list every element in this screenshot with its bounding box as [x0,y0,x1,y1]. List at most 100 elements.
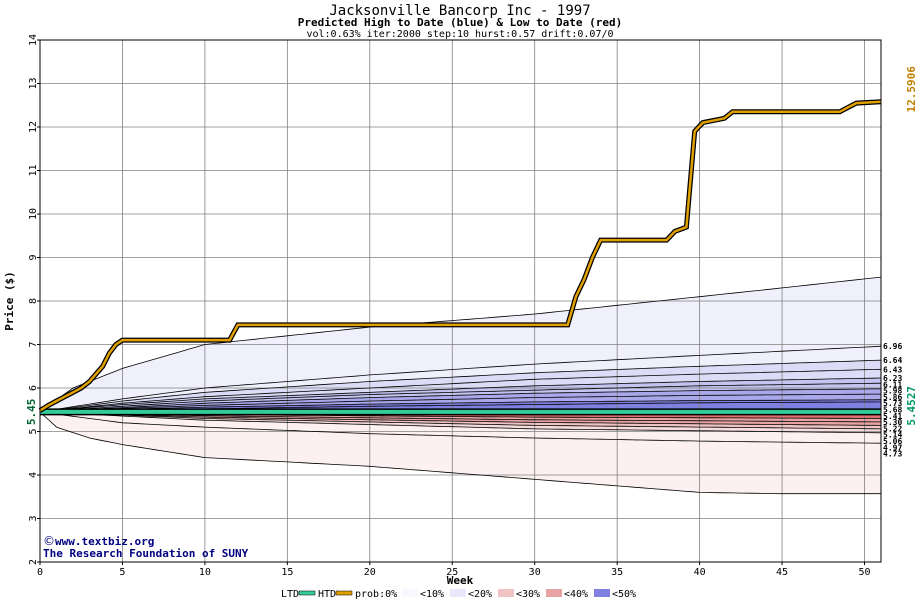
legend-htd-label: HTD [318,589,336,600]
band-upper-2 [40,360,881,412]
band-value-label: 4.73 [883,450,902,459]
band-lower-3 [40,411,881,426]
band-lower-4 [40,411,881,429]
band-upper-7 [40,394,881,412]
band-value-label: 5.06 [883,437,902,446]
chart-params: vol:0.63% iter:2000 step:10 hurst:0.57 d… [306,29,613,40]
x-tick-label: 20 [364,567,376,578]
band-outline [39,368,882,413]
band-outline [39,393,881,413]
legend-50-label: <50% [612,589,636,600]
y-tick-label: 8 [28,298,39,304]
x-tick-label: 15 [281,567,293,578]
band-value-label: 6.23 [883,374,902,383]
band-lower-5 [40,411,881,433]
credit-org: The Research Foundation of SUNY [43,547,249,560]
legend-swatch-40 [546,589,562,597]
band-outline [39,411,881,495]
band-value-label: 5.68 [883,405,902,414]
credit-block: © www.textbiz.org The Research Foundatio… [43,534,249,560]
x-tick-label: 30 [529,567,541,578]
start-price-label: 5.45 [25,399,38,426]
legend-htd-swatch [335,590,353,596]
band-outline [39,388,881,413]
band-upper-6 [40,388,881,412]
band-outline [39,377,882,413]
y-tick-label: 7 [28,341,39,347]
x-tick-label: 45 [776,567,788,578]
copyright-symbol: © [43,534,55,548]
band-value-label: 5.41 [883,412,902,421]
legend-swatch-20 [450,589,466,597]
band-value-label: 5.22 [883,424,902,433]
band-value-label: 5.98 [883,387,902,396]
y-tick-label: 2 [28,559,39,565]
y-tick-label: 9 [28,254,39,260]
y-tick-label: 11 [28,164,39,176]
y-tick-label: 13 [28,77,39,89]
x-axis-label: Week [447,574,474,587]
actual-low-label: 5.4527 [905,386,918,426]
band-value-label: 6.64 [883,356,902,365]
legend-10-label: <10% [420,589,444,600]
chart-subtitle: Predicted High to Date (blue) & Low to D… [298,16,623,29]
y-tick-label: 5 [28,428,39,434]
plot-area [38,39,882,563]
band-value-label: 6.11 [883,380,902,389]
y-tick-label: 10 [28,208,39,220]
band-outline [39,399,882,413]
legend-20-label: <20% [468,589,492,600]
y-axis-label: Price ($) [3,271,16,331]
band-upper-1 [40,346,881,412]
x-tick-label: 25 [446,567,458,578]
band-value-label: 4.97 [883,443,902,452]
x-tick-label: 5 [119,567,125,578]
x-tick-label: 50 [858,567,870,578]
band-outline [39,411,882,444]
band-outline [39,411,882,426]
legend: LTD HTD prob:0% <10% <20% <30% <40% <50% [281,589,636,600]
legend-ltd-swatch [298,590,316,596]
band-value-label: 5.73 [883,399,902,408]
band-value-label: 5.30 [883,418,902,427]
series-lines [38,99,882,416]
x-tick-label: 10 [199,567,211,578]
legend-swatch-50 [594,589,610,597]
band-outline [39,411,882,430]
legend-ltd-label: LTD [281,589,299,600]
y-tick-label: 3 [28,515,39,521]
band-lower-7 [40,411,881,494]
band-outline [39,382,882,413]
band-outline [39,345,882,413]
legend-swatch-30 [498,589,514,597]
band-outline [39,276,882,413]
band-upper-5 [40,383,881,412]
band-outline [39,411,882,434]
band-upper-3 [40,369,881,412]
band-value-labels: 6.96 6.646.436.236.115.985.865.735.685.41… [883,342,902,458]
band-value-label: 6.43 [883,365,902,374]
actual-high-label: 12.5906 [905,66,918,113]
band-value-label: 6.96 [883,342,902,351]
x-tick-label: 35 [611,567,623,578]
band-value-label: 5.14 [883,431,902,440]
legend-40-label: <40% [564,589,588,600]
legend-30-label: <30% [516,589,540,600]
credit-site: www.textbiz.org [55,535,154,548]
y-tick-label: 14 [28,34,39,46]
band-outline [39,359,882,413]
y-tick-label: 4 [28,472,39,478]
band-lower-6 [40,411,881,444]
x-axis-ticks: 0 5 10 15 20 25 30 35 40 45 50 [37,562,871,578]
x-tick-label: 0 [37,567,43,578]
x-tick-label: 40 [694,567,706,578]
y-tick-label: 6 [28,385,39,391]
y-axis-ticks: 2 3 4 5 6 7 8 9 10 11 12 13 14 [28,34,40,565]
chart-title: Jacksonville Bancorp Inc - 1997 [329,3,590,19]
htd-line [39,100,882,412]
legend-swatch-10 [402,589,418,597]
band-value-label: 5.86 [883,393,902,402]
y-tick-label: 12 [28,121,39,133]
legend-prob-label: prob:0% [355,589,397,600]
